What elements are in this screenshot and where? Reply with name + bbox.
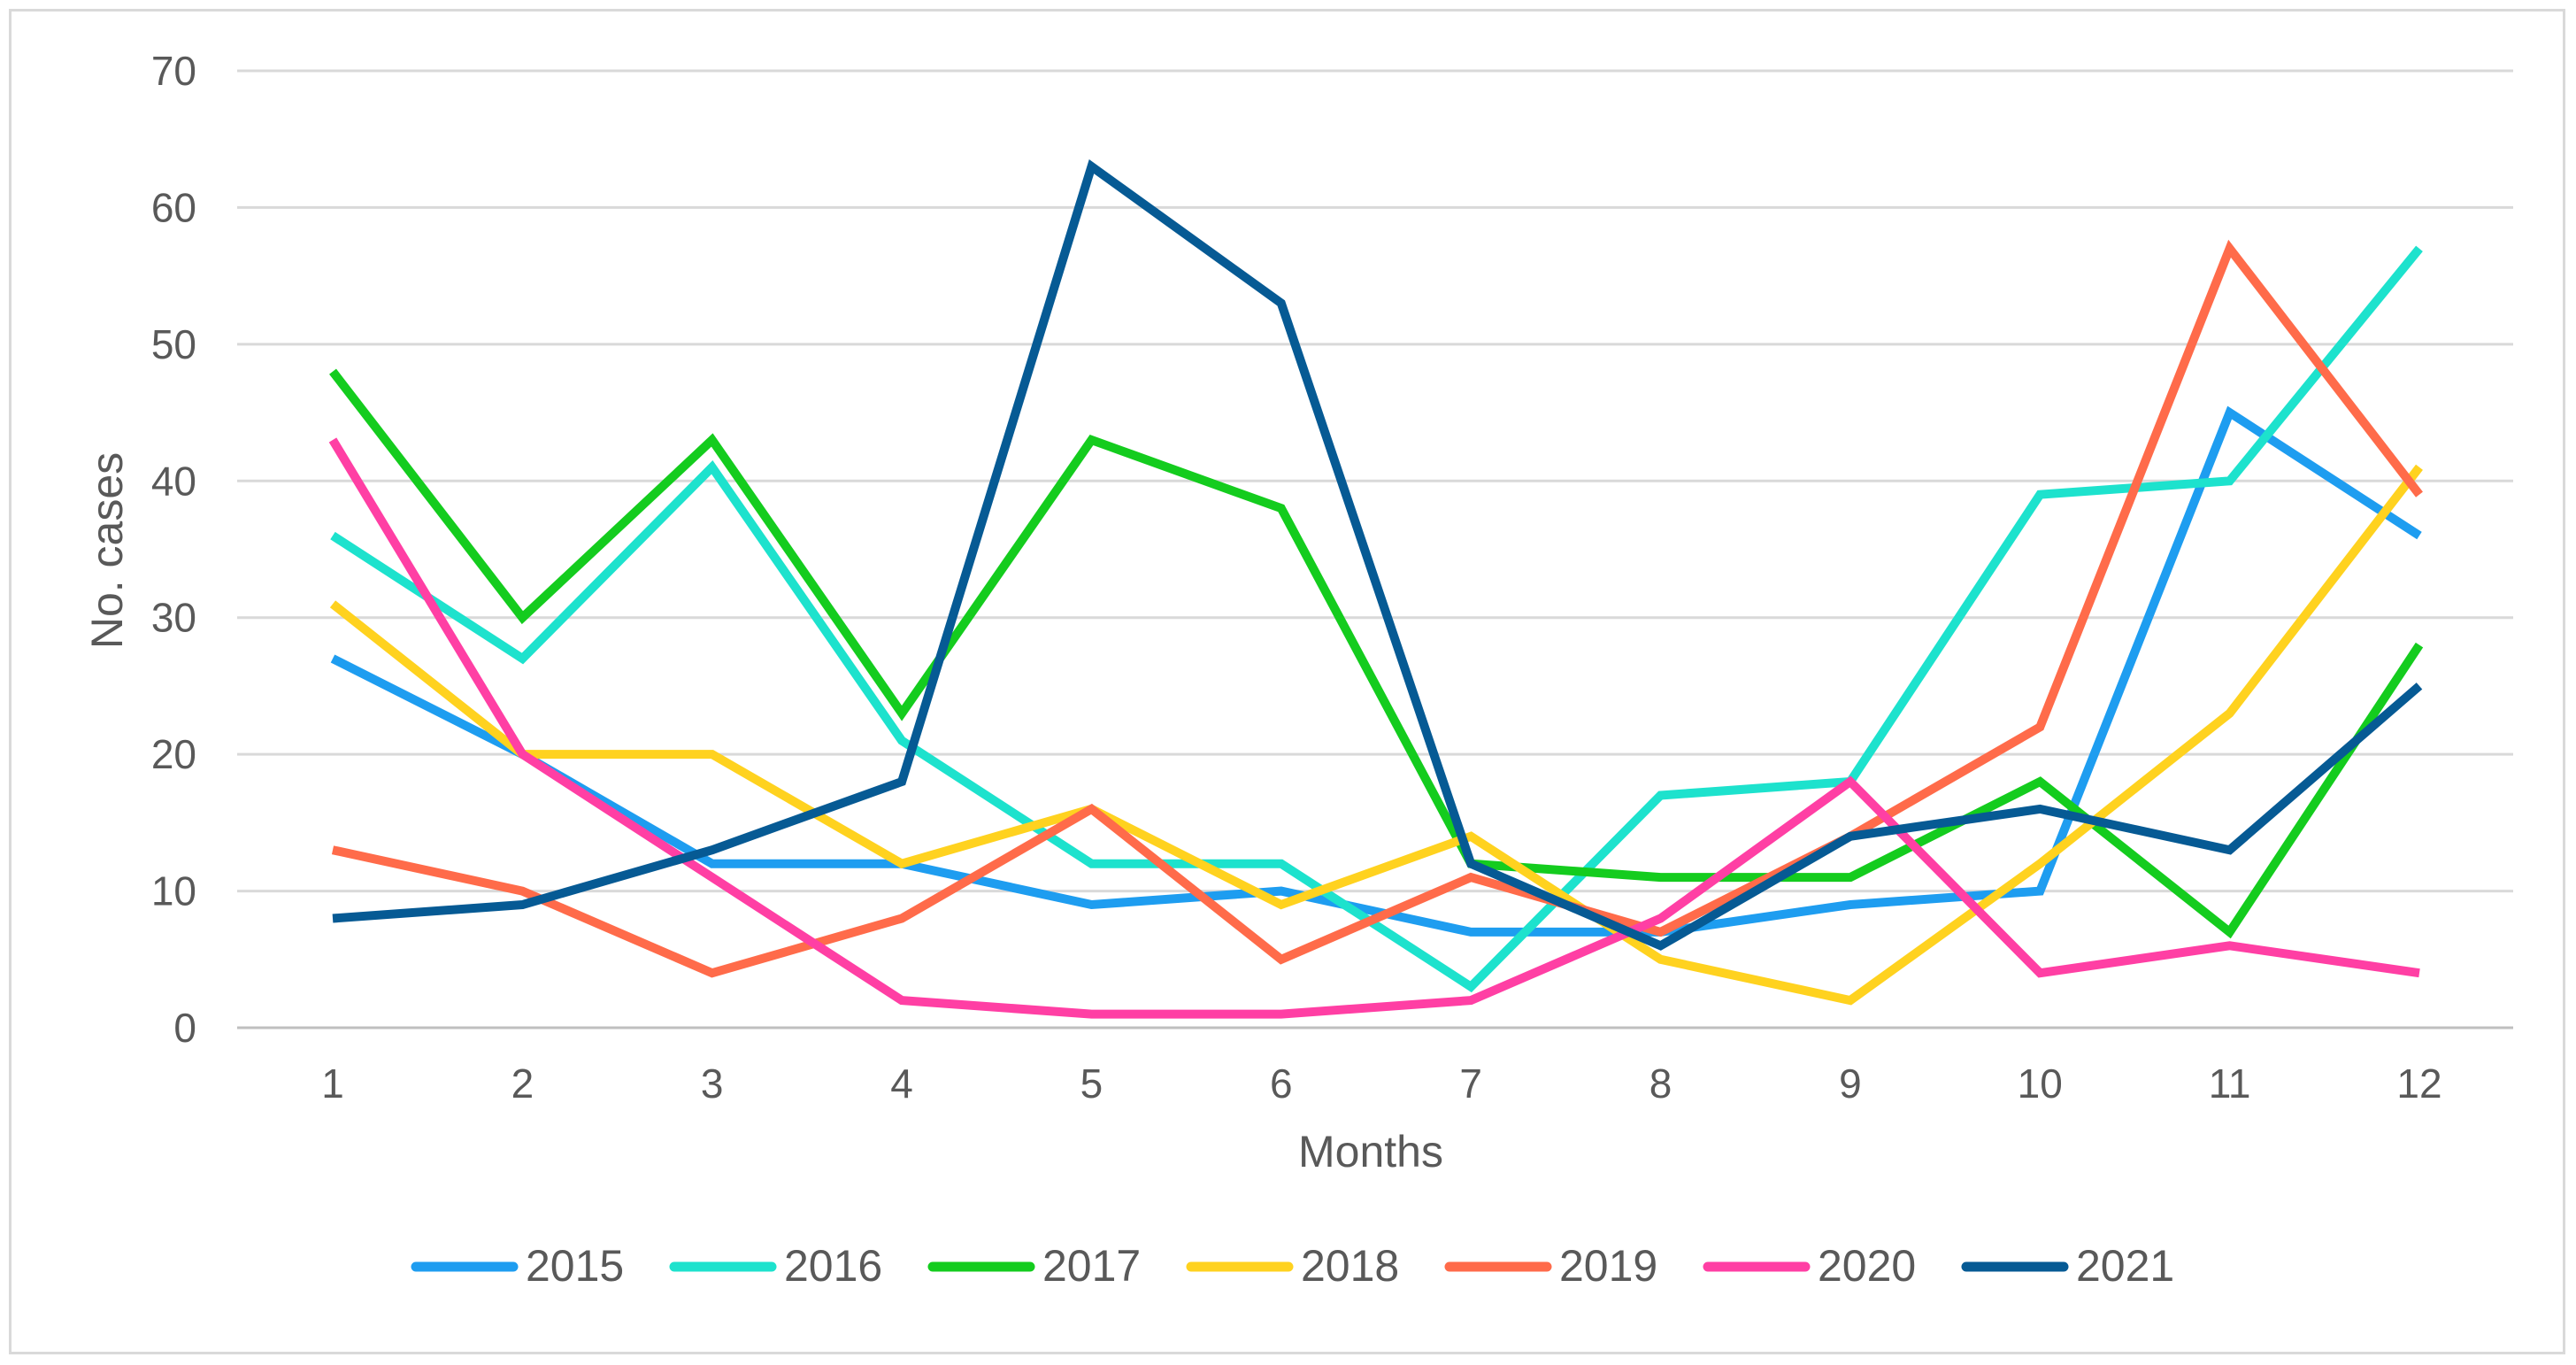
y-tick-label: 50 <box>151 321 196 367</box>
legend-label-2015: 2015 <box>526 1241 624 1291</box>
x-axis-title: Months <box>1298 1127 1443 1176</box>
y-tick-label: 70 <box>151 48 196 94</box>
series-line-2016 <box>330 245 2423 993</box>
x-tick-label: 11 <box>2209 1060 2251 1107</box>
x-tick-label: 4 <box>890 1060 913 1107</box>
legend: 2015 2016 2017 2018 2019 2020 2021 <box>411 1241 2174 1291</box>
y-tick-label: 10 <box>151 868 196 914</box>
legend-label-2019: 2019 <box>1559 1241 1657 1291</box>
legend-label-2020: 2020 <box>1818 1241 1916 1291</box>
x-tick-label: 9 <box>1839 1060 1862 1107</box>
y-tick-label: 30 <box>151 595 196 641</box>
x-axis-ticks: 1 2 3 4 5 6 7 8 9 10 11 12 <box>321 1060 2441 1107</box>
y-tick-label: 40 <box>151 458 196 504</box>
legend-label-2016: 2016 <box>784 1241 882 1291</box>
x-tick-label: 6 <box>1270 1060 1293 1107</box>
series-line-2017 <box>329 368 2424 939</box>
y-tick-label: 20 <box>151 731 196 777</box>
y-tick-label: 0 <box>173 1005 196 1051</box>
x-tick-label: 12 <box>2396 1060 2441 1107</box>
x-tick-label: 3 <box>701 1060 724 1107</box>
x-tick-label: 1 <box>321 1060 344 1107</box>
x-tick-label: 7 <box>1459 1060 1482 1107</box>
x-tick-label: 2 <box>511 1060 534 1107</box>
y-tick-label: 60 <box>151 184 196 230</box>
series-line-2021 <box>332 158 2423 951</box>
legend-label-2021: 2021 <box>2076 1241 2174 1291</box>
series-line-2018 <box>329 464 2423 1006</box>
legend-label-2017: 2017 <box>1042 1241 1141 1291</box>
series-line-2019 <box>331 239 2423 978</box>
x-tick-label: 8 <box>1649 1060 1672 1107</box>
legend-label-2018: 2018 <box>1301 1241 1399 1291</box>
x-tick-label: 5 <box>1080 1060 1103 1107</box>
y-axis-title: No. cases <box>82 452 132 649</box>
y-axis-ticks: 0 10 20 30 40 50 60 70 <box>151 48 196 1051</box>
series-lines <box>328 158 2424 1019</box>
x-tick-label: 10 <box>2018 1060 2063 1107</box>
gridlines <box>237 69 2513 1030</box>
